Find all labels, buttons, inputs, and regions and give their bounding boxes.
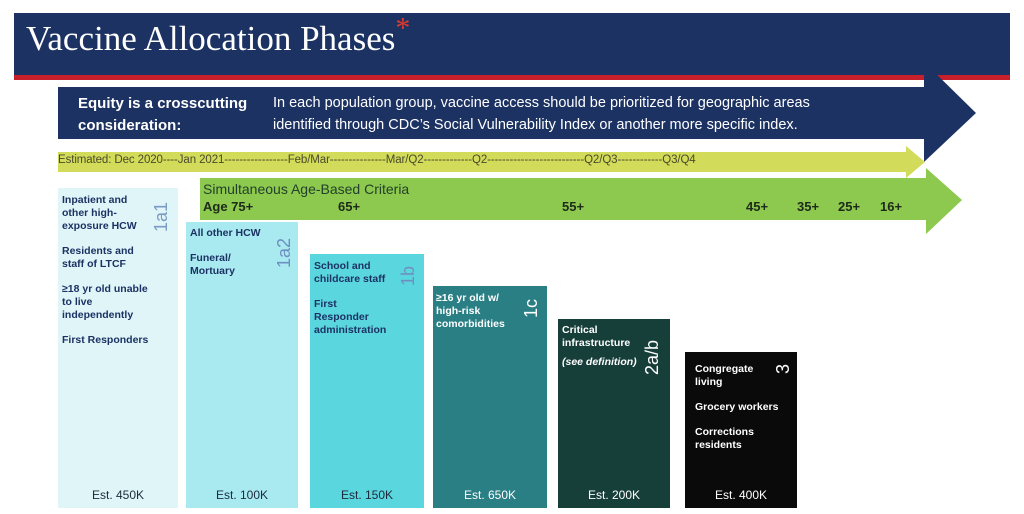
phase-2ab-box: 2a/b Critical infrastructure (see defini…: [558, 319, 670, 508]
phase-1a2-item: Funeral/ Mortuary: [190, 252, 235, 277]
phase-1a2-items: All other HCW Funeral/ Mortuary: [190, 227, 268, 290]
phase-1a2-item: All other HCW: [190, 227, 261, 239]
title-underline: [14, 75, 1010, 80]
phase-1a1-item: Inpatient and other high-exposure HCW: [62, 194, 137, 232]
equity-text-line1: In each population group, vaccine access…: [273, 95, 810, 111]
age-label-75: Age 75+: [203, 199, 254, 214]
title-banner: [14, 13, 1010, 75]
phase-1a2-estimate: Est. 100K: [215, 488, 269, 502]
phase-2ab-item: Critical infrastructure: [562, 324, 631, 349]
phase-2ab-label: 2a/b: [642, 339, 662, 375]
age-label-35: 35+: [797, 199, 820, 214]
phase-3-estimate: Est. 400K: [714, 488, 768, 502]
equity-description: In each population group, vaccine access…: [273, 92, 913, 136]
age-criteria-arrow: [200, 168, 962, 234]
equity-label: Equity is a crosscutting consideration:: [78, 93, 268, 137]
age-label-55: 55+: [562, 199, 585, 214]
equity-label-line2: consideration:: [78, 117, 182, 134]
phase-1a2-label: 1a2: [274, 237, 294, 268]
phase-1c-estimate: Est. 650K: [463, 488, 517, 502]
title-asterisk: *: [395, 11, 411, 45]
phase-2ab-items: Critical infrastructure (see definition): [562, 324, 642, 381]
page-title: Vaccine Allocation Phases*: [26, 13, 410, 59]
equity-label-line1: Equity is a crosscutting: [78, 95, 248, 112]
page-title-text: Vaccine Allocation Phases: [26, 19, 396, 58]
phase-1c-box: 1c ≥16 yr old w/ high-risk comorbidities…: [433, 286, 547, 508]
timeline-text: Estimated: Dec 2020----Jan 2021---------…: [58, 154, 696, 166]
phase-1c-item: ≥16 yr old w/ high-risk comorbidities: [436, 292, 505, 330]
phase-3-item: Congregate living: [695, 363, 754, 388]
phase-1c-items: ≥16 yr old w/ high-risk comorbidities: [436, 292, 518, 343]
age-criteria-title: Simultaneous Age-Based Criteria: [203, 181, 410, 197]
phase-1b-box: 1b School and childcare staff First Resp…: [310, 254, 424, 508]
phase-1a1-item: Residents and staff of LTCF: [62, 245, 134, 270]
age-label-16: 16+: [880, 199, 903, 214]
age-label-65: 65+: [338, 199, 361, 214]
phase-3-items: Congregate living Grocery workers Correc…: [695, 363, 783, 464]
phase-1b-items: School and childcare staff First Respond…: [314, 260, 394, 349]
phase-3-item: Corrections residents: [695, 426, 754, 451]
phase-1a1-estimate: Est. 450K: [91, 488, 145, 502]
equity-arrow: [58, 62, 976, 162]
phase-1a1-box: 1a1 Inpatient and other high-exposure HC…: [58, 188, 178, 508]
phase-1b-label: 1b: [398, 265, 418, 286]
phase-1a1-label: 1a1: [151, 201, 171, 232]
phase-2ab-estimate: Est. 200K: [587, 488, 641, 502]
age-label-45: 45+: [746, 199, 769, 214]
phase-1b-estimate: Est. 150K: [340, 488, 394, 502]
timeline-arrow: [58, 146, 925, 178]
phase-3-item: Grocery workers: [695, 401, 779, 413]
age-label-25: 25+: [838, 199, 861, 214]
phase-1a1-items: Inpatient and other high-exposure HCW Re…: [62, 194, 150, 359]
equity-text-line2: identified through CDC’s Social Vulnerab…: [273, 117, 798, 133]
phase-1a2-box: 1a2 All other HCW Funeral/ Mortuary Est.…: [186, 222, 298, 508]
phase-1b-item: First Responder administration: [314, 298, 387, 336]
phase-1a1-item: ≥18 yr old unable to live independently: [62, 283, 148, 321]
phase-1a1-item: First Responders: [62, 334, 149, 346]
phase-1b-item: School and childcare staff: [314, 260, 386, 285]
phase-2ab-item: (see definition): [562, 356, 637, 368]
phase-1c-label: 1c: [521, 298, 541, 318]
phase-3-box: 3 Congregate living Grocery workers Corr…: [685, 352, 797, 508]
